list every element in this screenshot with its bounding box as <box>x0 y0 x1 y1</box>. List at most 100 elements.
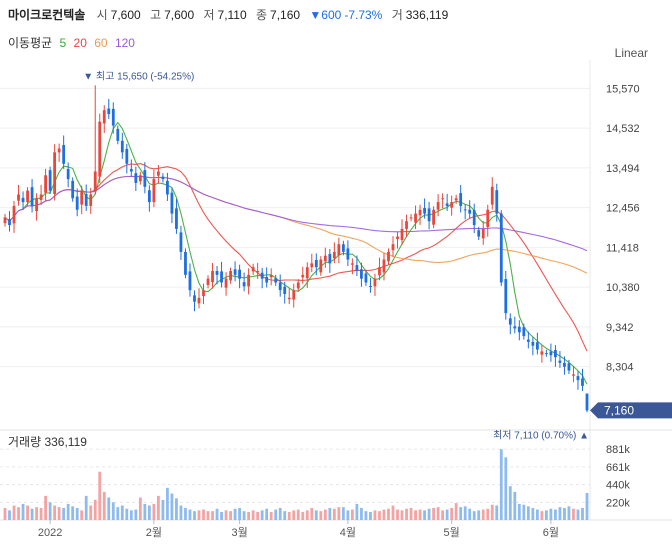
volume-bar <box>8 510 11 520</box>
candle-body <box>161 176 165 180</box>
ma-legend-120[interactable]: 120 <box>114 36 135 50</box>
volume-bar <box>161 499 165 520</box>
x-tick-label: 5월 <box>444 526 460 539</box>
candle-body <box>116 128 120 141</box>
volume-bar <box>184 507 187 520</box>
volume-tick-label: 661k <box>606 462 630 474</box>
candle <box>508 313 512 335</box>
last-price-badge <box>590 402 672 419</box>
candle-body <box>468 209 472 214</box>
candle <box>3 213 7 227</box>
candle-body <box>206 278 210 285</box>
volume-bar <box>305 510 309 520</box>
volume-bar <box>418 509 422 520</box>
candle-body <box>30 187 34 206</box>
candle <box>80 185 84 215</box>
candle-body <box>48 170 52 191</box>
candle-body <box>39 194 43 200</box>
candle-body <box>572 374 575 376</box>
ma-legend-60[interactable]: 60 <box>94 36 108 50</box>
candle <box>44 168 48 201</box>
volume-bar <box>53 505 57 520</box>
candle <box>269 268 273 286</box>
candle <box>111 102 115 134</box>
candle-body <box>314 259 318 268</box>
candle-body <box>328 253 332 264</box>
ma-legend-20[interactable]: 20 <box>73 36 87 50</box>
volume-bar <box>57 507 61 520</box>
candle-body <box>220 271 223 283</box>
candle <box>283 281 287 304</box>
volume-bar <box>558 507 562 520</box>
candle-body <box>53 152 57 195</box>
volume-bar <box>328 507 332 520</box>
candle <box>341 240 345 256</box>
volume-bar <box>531 507 535 520</box>
candle <box>265 267 269 288</box>
candle-body <box>265 276 269 283</box>
candle <box>71 177 75 202</box>
volume-bar <box>229 511 232 520</box>
candle <box>197 288 201 309</box>
volume-bar <box>508 486 512 520</box>
volume-bar <box>310 507 314 520</box>
candle <box>373 273 377 296</box>
candle-body <box>296 282 300 289</box>
candle-body <box>400 228 404 241</box>
candle-body <box>364 273 368 283</box>
volume-bar <box>138 497 142 520</box>
volume-bar <box>405 508 408 520</box>
candle-body <box>369 285 372 287</box>
volume-bar <box>499 449 503 520</box>
volume-bar <box>247 511 251 520</box>
volume-bar <box>423 510 426 520</box>
candle <box>445 193 449 211</box>
volume-bar <box>152 503 156 520</box>
candle-body <box>486 209 490 228</box>
scale-toggle-button[interactable]: Linear <box>614 46 648 60</box>
volume-bar <box>274 509 278 520</box>
candle <box>274 274 278 286</box>
candle-body <box>129 168 133 172</box>
candle <box>175 198 178 234</box>
volume-bar <box>360 507 363 520</box>
candle <box>531 336 535 356</box>
candle-body <box>62 145 66 164</box>
volume-bar <box>30 508 34 520</box>
volume-bar <box>143 503 147 520</box>
price-tick-label: 10,380 <box>606 282 640 294</box>
candle <box>206 275 210 289</box>
candle <box>48 166 52 195</box>
candle-body <box>152 179 156 203</box>
candle <box>120 132 124 159</box>
volume-bar <box>48 502 52 520</box>
volume-bar <box>44 495 48 520</box>
volume-bar <box>450 507 454 520</box>
volume-bar <box>373 510 377 520</box>
stock-name: 마이크로컨텍솔 <box>8 8 86 22</box>
high-label: 고 <box>150 8 162 22</box>
candle-body <box>432 209 436 225</box>
candle-body <box>549 351 553 356</box>
candle <box>382 253 386 281</box>
candle <box>156 164 160 184</box>
candle-body <box>454 198 458 201</box>
candle <box>581 368 584 391</box>
low-label: 저 <box>203 8 215 22</box>
candle <box>549 343 553 362</box>
ma-legend-title: 이동평균 <box>8 36 53 50</box>
candle-body <box>26 190 29 203</box>
candle <box>477 226 481 241</box>
candle <box>360 262 363 287</box>
candle-body <box>310 263 314 268</box>
volume-bar <box>80 510 84 520</box>
x-tick-label: 6월 <box>543 526 559 539</box>
volume-bar <box>21 503 25 520</box>
moving-average-legend[interactable]: 이동평균 5 20 60 120 <box>8 34 139 51</box>
candle-body <box>554 350 557 358</box>
ma-legend-5[interactable]: 5 <box>59 36 67 50</box>
candle <box>161 173 165 183</box>
candle <box>427 201 431 230</box>
candle <box>314 253 318 276</box>
